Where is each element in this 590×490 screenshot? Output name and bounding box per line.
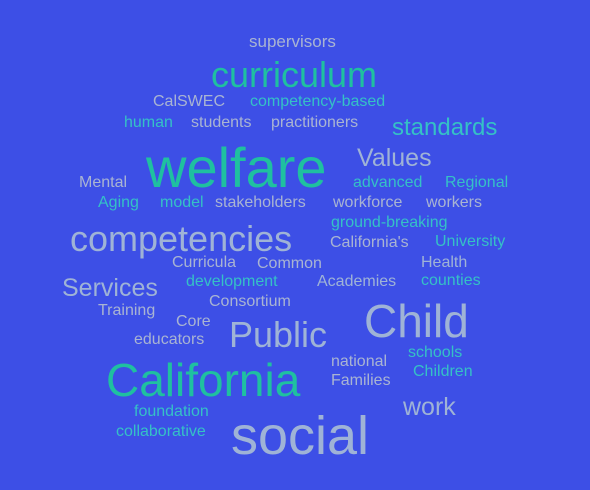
word-university: University bbox=[435, 233, 506, 250]
word-advanced: advanced bbox=[353, 174, 423, 191]
word-work: work bbox=[403, 393, 456, 421]
word-child: Child bbox=[364, 295, 469, 347]
word-foundation: foundation bbox=[134, 403, 209, 420]
word-academies: Academies bbox=[317, 273, 397, 290]
word-competency-based: competency-based bbox=[250, 93, 386, 110]
word-supervisors: supervisors bbox=[249, 32, 336, 51]
word-california: California bbox=[106, 354, 301, 406]
word-national: national bbox=[331, 353, 388, 370]
word-core: Core bbox=[176, 313, 211, 330]
word-workforce: workforce bbox=[333, 194, 403, 211]
word-curricula: Curricula bbox=[172, 254, 237, 271]
word-services: Services bbox=[62, 274, 158, 302]
word-practitioners: practitioners bbox=[271, 114, 359, 131]
word-health: Health bbox=[421, 254, 468, 271]
word-training: Training bbox=[98, 302, 156, 319]
word-curriculum: curriculum bbox=[211, 54, 378, 95]
word-social: social bbox=[231, 406, 370, 466]
word-schools: schools bbox=[408, 344, 463, 361]
word-ground-breaking: ground-breaking bbox=[331, 214, 448, 231]
word-mental: Mental bbox=[79, 174, 128, 191]
word-californias: California's bbox=[330, 234, 409, 251]
word-educators: educators bbox=[134, 331, 205, 348]
word-consortium: Consortium bbox=[209, 293, 291, 310]
word-aging: Aging bbox=[98, 194, 139, 211]
word-human: human bbox=[124, 114, 173, 131]
word-calswec: CalSWEC bbox=[153, 93, 226, 110]
word-regional: Regional bbox=[445, 174, 509, 191]
word-counties: counties bbox=[421, 272, 481, 289]
word-public: Public bbox=[229, 314, 328, 355]
word-model: model bbox=[160, 194, 204, 211]
word-students: students bbox=[191, 114, 252, 131]
word-standards: standards bbox=[392, 114, 498, 141]
word-families: Families bbox=[331, 372, 391, 389]
word-welfare: welfare bbox=[146, 136, 327, 199]
word-children: Children bbox=[413, 363, 473, 380]
word-workers: workers bbox=[426, 194, 483, 211]
word-values: Values bbox=[357, 144, 432, 172]
word-collaborative: collaborative bbox=[116, 423, 206, 440]
word-development: development bbox=[186, 273, 278, 290]
word-common: Common bbox=[257, 255, 322, 272]
word-stakeholders: stakeholders bbox=[215, 194, 306, 211]
word-competencies: competencies bbox=[70, 218, 293, 259]
